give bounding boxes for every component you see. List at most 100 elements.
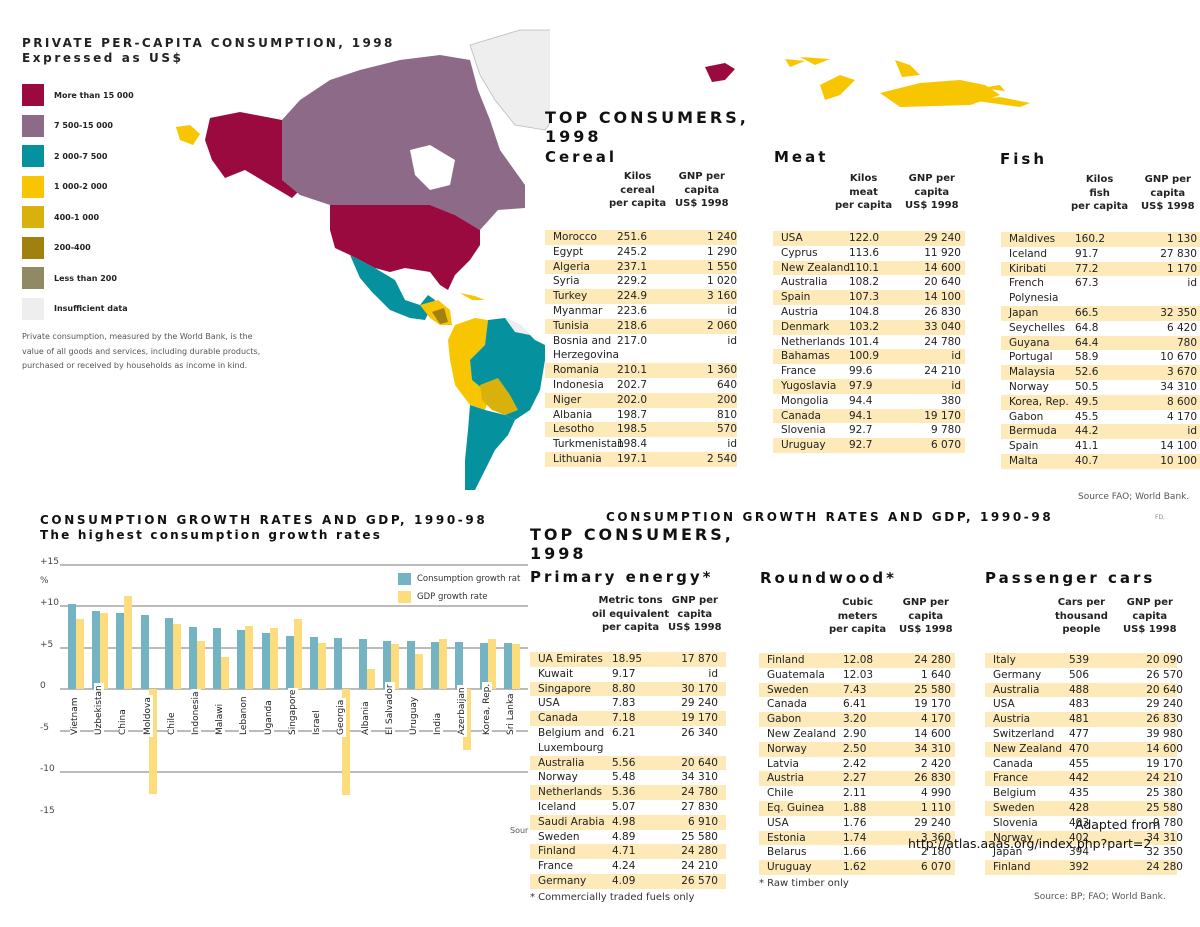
quantity-cell: 107.3 [849,291,880,304]
legend-label: 1 000-2 000 [54,182,108,192]
country-cell: Norway [538,771,578,784]
table-row: Norway 5.48 34 310 [530,770,726,785]
quantity-cell: 92.7 [849,439,873,452]
table-row: Albania 198.7 810 [545,408,737,423]
quantity-cell: 1.66 [843,846,867,859]
source-url-link[interactable]: http://atlas.aaas.org/index.php?part=2 [908,836,1152,851]
bar-consumption [334,638,343,689]
country-cell: Spain [1009,440,1039,453]
country-cell: Guyana [1009,336,1050,349]
legend-swatch-consumption [398,573,411,585]
country-cell: Bermuda [1009,425,1057,438]
quantity-cell: 477 [1069,727,1090,740]
column-header-gnp: GNP per capita US$ 1998 [675,171,729,209]
table-row: Belgium and Luxembourg 6.21 26 340 [530,726,726,756]
country-cell: Belarus [767,846,807,859]
column-header-quantity: Kilos cereal per capita [609,171,667,209]
table-row: Canada 6.41 19 170 [759,697,955,712]
quantity-cell: 4.09 [612,874,636,887]
table-body: USA 122.0 29 240 Cyprus 113.6 11 920 New Zeala… [773,231,965,453]
table-row: UA Emirates 18.95 17 870 [530,652,726,667]
country-cell: Austria [993,713,1031,726]
gnp-cell: id [951,379,961,392]
gnp-cell: 4 990 [920,787,951,800]
quantity-cell: 1.88 [843,801,867,814]
gnp-cell: 26 830 [914,772,951,785]
bar-gdp [366,669,375,689]
country-cell: Seychelles [1009,321,1065,334]
table-row: Finland 12.08 24 280 [759,653,955,668]
column-header-quantity: Cubic meters per capita [829,597,887,635]
table-row: Turkey 224.9 3 160 [545,289,737,304]
x-category-label: Singapore [287,687,298,737]
gridline [60,563,528,566]
x-category-label: Georgia [336,697,347,737]
gnp-cell: 2 060 [706,319,737,332]
gridline [60,605,528,607]
fish-table: Kilos fish per capita GNP per capita US$ … [1001,173,1200,469]
quantity-cell: 101.4 [849,335,880,348]
quantity-cell: 223.6 [617,304,648,317]
country-cell: Tunisia [553,319,589,332]
quantity-cell: 402 [1069,831,1090,844]
roundwood-table: Cubic meters per capita GNP per capita US… [759,596,955,889]
gnp-cell: 24 280 [681,845,718,858]
table-row: Germany 4.09 26 570 [530,873,726,889]
quantity-cell: 64.8 [1075,321,1099,334]
country-cell: Indonesia [553,378,604,391]
chart-title: CONSUMPTION GROWTH RATES AND GDP, 1990-9… [40,513,488,527]
table-row: Malaysia 52.6 3 670 [1001,365,1200,380]
country-cell: Singapore [538,682,591,695]
table-row: Canada 455 19 170 [985,757,1183,772]
legend-swatch [22,236,44,259]
country-cell: Sweden [767,683,809,696]
map-alaska [205,112,300,198]
x-category-label: Chile [166,710,177,737]
gnp-cell: 14 600 [1146,742,1183,755]
gnp-cell: 17 870 [681,653,718,665]
quantity-cell: 94.4 [849,394,873,407]
table-header: Cubic meters per capita GNP per capita US… [759,596,955,653]
chart-title-duplicate: CONSUMPTION GROWTH RATES AND GDP, 1990-9… [606,510,1054,524]
table-row: Japan 394 32 350 [985,845,1183,860]
quantity-cell: 104.8 [849,305,880,318]
quantity-cell: 2.27 [843,772,867,785]
country-cell: Syria [553,275,580,288]
legend-label: 200-400 [54,243,91,253]
country-cell: Turkey [553,290,588,303]
country-cell: Spain [781,291,811,304]
table-row: French Polynesia 67.3 id [1001,276,1200,306]
quantity-cell: 99.6 [849,365,873,378]
gnp-cell: 27 830 [1160,247,1197,260]
quantity-cell: 45.5 [1075,410,1099,423]
country-cell: Canada [781,409,821,422]
quantity-cell: 92.7 [849,424,873,437]
table-row: Australia 108.2 20 640 [773,275,965,290]
gnp-cell: 25 380 [1146,787,1183,800]
map-greenland [469,29,550,131]
column-header-gnp: GNP per capita US$ 1998 [905,173,959,211]
table-row: Austria 2.27 26 830 [759,771,955,787]
gnp-cell: 39 980 [1146,727,1183,740]
gnp-cell: 6 420 [1166,321,1197,334]
legend-swatch [22,175,44,198]
table-row: Mongolia 94.4 380 [773,394,965,409]
country-cell: Austria [767,772,805,785]
column-header-gnp: GNP per capita US$ 1998 [668,595,722,633]
quantity-cell: 481 [1069,713,1090,726]
table-header: Kilos meat per capita GNP per capita US$ … [773,172,965,231]
gnp-cell: id [727,334,737,347]
gnp-cell: 25 580 [681,830,718,843]
gnp-cell: 24 780 [681,786,718,799]
table-row: Belarus 1.66 2 180 [759,845,955,860]
meat-title: Meat [774,148,829,166]
table-row: New Zealand 2.90 14 600 [759,727,955,742]
quantity-cell: 18.95 [612,653,643,665]
country-cell: Switzerland [993,727,1055,740]
gnp-cell: 10 670 [1160,351,1197,364]
table-row: Maldives 160.2 1 130 [1001,232,1200,247]
country-cell: Egypt [553,245,584,258]
gnp-cell: 3 670 [1166,366,1197,379]
country-cell: Australia [993,683,1040,696]
table-header: Kilos cereal per capita GNP per capita US… [545,170,737,230]
